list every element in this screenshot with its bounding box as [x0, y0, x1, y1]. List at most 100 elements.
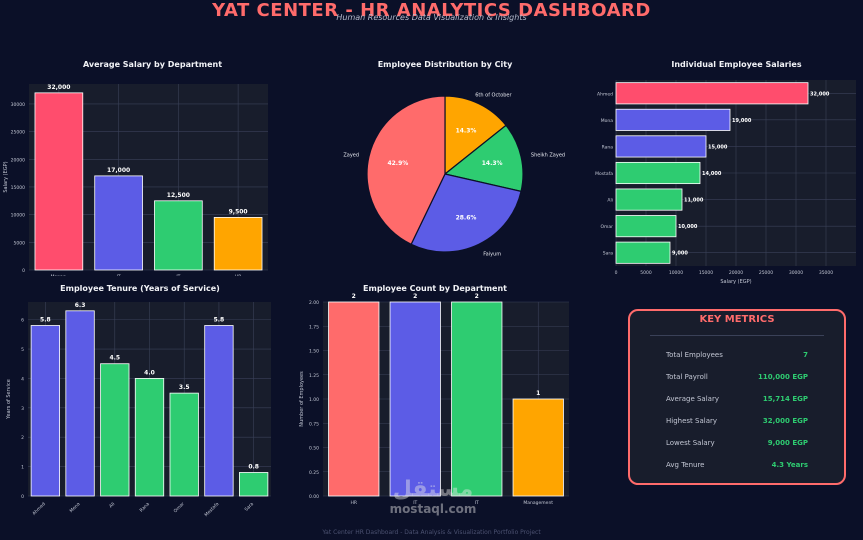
- y-tick-label: Ali: [607, 198, 613, 204]
- x-tick-label: Ahmed: [31, 501, 47, 517]
- data-label: 15,000: [708, 144, 728, 150]
- pie-category-label: 6th of October: [475, 93, 512, 99]
- pie-category-label: Faiyum: [483, 251, 501, 257]
- y-tick-label: Omar: [600, 224, 613, 230]
- key-metrics-title: KEY METRICS: [699, 314, 775, 325]
- y-tick-label: 1: [21, 465, 24, 471]
- y-axis-label: Salary (EGP): [3, 161, 9, 192]
- y-axis-label: Years of Service: [6, 379, 12, 420]
- x-tick-label: Manag.: [51, 274, 68, 276]
- data-label: 32,000: [47, 84, 70, 91]
- y-tick-label: 1.25: [309, 373, 319, 379]
- y-tick-label: 30000: [11, 102, 25, 108]
- x-tick-label: IT: [475, 500, 479, 506]
- metric-value: 9,000 EGP: [767, 439, 808, 447]
- tenure-title: Employee Tenure (Years of Service): [60, 284, 220, 293]
- emp-count-panel: Employee Count by Department 0.00 0.25 0.5…: [290, 281, 580, 526]
- y-tick-label: 0: [21, 494, 24, 500]
- bar: [154, 200, 203, 271]
- avg-salary-chart: 0 5000 10000 15000 20000 25000 30000 32,000 Mana…: [3, 84, 268, 276]
- tenure-chart: 0 1 2 3 4 5 6 5.8 Ahmed 6.3 Mona 4.5 Ali 4.0 Rana 3.5 Om…: [6, 302, 271, 518]
- x-tick-label: Mostafa: [203, 501, 220, 518]
- metric-value: 32,000 EGP: [762, 417, 808, 425]
- x-tick-label: HR: [350, 500, 357, 506]
- metric-row: Average Salary 15,714 EGP: [666, 395, 808, 409]
- x-tick-label: IT: [413, 500, 417, 506]
- pie-category-label: Zayed: [343, 152, 359, 158]
- avg-salary-title: Average Salary by Department: [82, 60, 223, 69]
- metric-label: Lowest Salary: [666, 439, 715, 447]
- y-tick-label: 25000: [11, 130, 25, 136]
- data-label: 11,000: [684, 198, 704, 204]
- key-metrics-divider: [650, 335, 824, 336]
- x-tick-label: 20000: [729, 270, 743, 276]
- x-tick-label: Mona: [69, 501, 82, 514]
- data-label: 19,000: [732, 118, 752, 124]
- ind-salary-title: Individual Employee Salaries: [671, 60, 802, 69]
- metric-value: 110,000 EGP: [758, 373, 808, 381]
- dashboard-subtitle: Human Resources Data Visualization & Ins…: [336, 13, 527, 22]
- y-tick-label: Sara: [603, 251, 613, 257]
- bar: [30, 325, 60, 497]
- data-label: 0.8: [248, 463, 259, 470]
- bar: [512, 398, 564, 497]
- metric-label: Avg Tenure: [666, 461, 705, 469]
- data-label: 2: [413, 293, 417, 300]
- y-tick-label: Rana: [602, 144, 614, 150]
- x-tick-label: Management: [523, 500, 553, 506]
- data-label: 5.8: [40, 317, 51, 324]
- bar: [94, 175, 143, 271]
- pie-category-label: Sheikh Zayed: [531, 152, 565, 158]
- data-label: 10,000: [678, 224, 698, 230]
- data-label: 3.5: [179, 384, 190, 391]
- x-tick-label: HR: [235, 274, 242, 276]
- watermark-arabic: مستقل: [392, 477, 474, 502]
- pie-pct-label: 14.3%: [482, 160, 503, 167]
- data-label: 9,500: [229, 208, 248, 215]
- bar: [100, 363, 130, 497]
- avg-salary-panel: Average Salary by Department 0 5000 10000 1…: [0, 56, 300, 276]
- metric-label: Average Salary: [666, 395, 719, 403]
- x-tick-label: 25000: [759, 270, 773, 276]
- data-label: 12,500: [167, 192, 190, 199]
- data-label: 4.5: [109, 355, 120, 362]
- x-tick-label: 15000: [699, 270, 713, 276]
- y-tick-label: 6: [21, 318, 24, 324]
- emp-count-chart: 0.00 0.25 0.50 0.75 1.00 1.25 1.50 1.75 2.00 2 HR 2…: [299, 293, 569, 506]
- y-tick-label: 20000: [11, 157, 25, 163]
- y-tick-label: 1.50: [309, 349, 319, 355]
- y-tick-label: 0.25: [309, 470, 319, 476]
- pie-slice: [443, 124, 524, 193]
- y-tick-label: 5: [21, 347, 24, 353]
- metric-row: Lowest Salary 9,000 EGP: [666, 439, 808, 453]
- y-tick-label: Ahmed: [597, 91, 613, 97]
- metric-value: 15,714 EGP: [762, 395, 808, 403]
- metric-row: Total Payroll 110,000 EGP: [666, 373, 808, 387]
- pie-pct-label: 14.3%: [456, 127, 477, 134]
- bar: [615, 188, 683, 211]
- x-tick-label: Rana: [139, 501, 151, 513]
- metric-value: 7: [803, 351, 808, 359]
- y-tick-label: 1.00: [309, 397, 319, 403]
- data-label: 1: [536, 390, 540, 397]
- y-tick-label: 0.50: [309, 446, 319, 452]
- data-label: 6.3: [75, 302, 86, 309]
- data-label: 5.8: [214, 317, 225, 324]
- bar: [204, 325, 234, 497]
- bar: [65, 310, 95, 497]
- bar: [34, 92, 84, 271]
- data-label: 9,000: [672, 251, 688, 257]
- dashboard-title: YAT CENTER - HR ANALYTICS DASHBOARD: [212, 0, 651, 21]
- y-tick-label: 2: [21, 435, 24, 441]
- pie-slice: [444, 95, 507, 176]
- y-tick-label: 15000: [11, 185, 25, 191]
- footer-text: Yat Center HR Dashboard - Data Analysis …: [322, 529, 541, 536]
- x-tick-label: Omar: [173, 501, 186, 514]
- y-tick-label: Mona: [601, 118, 613, 124]
- x-tick-label: Ali: [108, 501, 116, 509]
- metric-row: Highest Salary 32,000 EGP: [666, 417, 808, 431]
- x-tick-label: 10000: [669, 270, 683, 276]
- bar: [389, 301, 441, 497]
- y-tick-label: 2.00: [309, 300, 319, 306]
- x-tick-label: 35000: [819, 270, 833, 276]
